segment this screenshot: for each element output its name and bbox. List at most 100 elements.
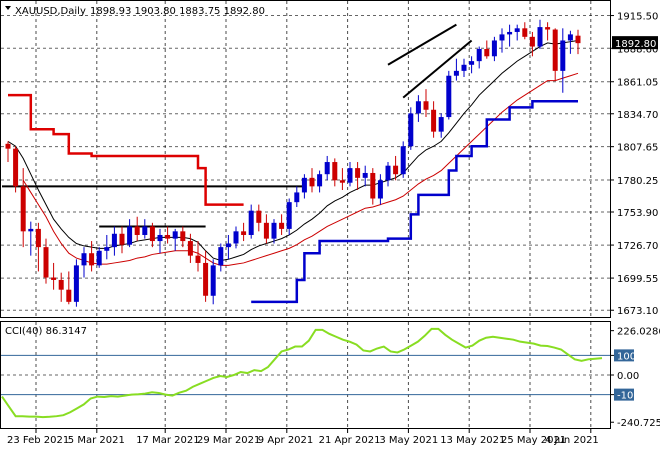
candle-body: [89, 253, 95, 266]
chart-header: XAUUSD,Daily 1898.93 1903.80 1883.75 189…: [5, 6, 265, 17]
time-tick-label: 29 Mar 2021: [197, 435, 260, 446]
candle-body: [218, 247, 224, 266]
candle-body: [400, 146, 406, 175]
candle-body: [537, 27, 543, 47]
candle-body: [385, 165, 391, 181]
candle-body: [339, 180, 345, 183]
candle-body: [545, 27, 551, 30]
candle-body: [423, 101, 429, 110]
candle-body: [96, 250, 102, 266]
time-tick-label: 5 Mar 2021: [68, 435, 125, 446]
candle-body: [415, 101, 421, 114]
cci-level-lines: [1, 354, 610, 396]
price-tick-label: 1753.90: [617, 208, 658, 219]
candle-body: [180, 231, 186, 242]
cci-level-box: [614, 349, 634, 362]
candle-body: [165, 234, 171, 239]
candle-body: [127, 226, 133, 245]
candle-body: [491, 40, 497, 57]
candle-body: [431, 109, 437, 132]
symbol-label: XAUUSD,Daily: [15, 6, 86, 17]
cci-line: [1, 327, 603, 419]
time-tick-label: 23 Feb 2021: [7, 435, 69, 446]
price-tick-label: 1915.50: [617, 12, 658, 23]
candle-body: [347, 168, 353, 183]
candle-body: [446, 75, 452, 118]
price-tick-label: 1726.70: [617, 241, 658, 252]
candle-body: [309, 177, 315, 187]
candle-body: [362, 172, 368, 178]
lower-band-line: [251, 100, 578, 304]
candle-body: [301, 177, 307, 193]
candle-body: [66, 289, 72, 302]
price-tick-label: 1834.70: [617, 110, 658, 121]
candle-body: [233, 231, 239, 244]
candle-body: [461, 64, 467, 71]
candle-body: [408, 113, 414, 147]
candle-body: [73, 265, 79, 302]
candle-body: [317, 174, 323, 187]
candle-body: [187, 241, 193, 256]
candle-body: [271, 222, 277, 239]
price-tick-label: 1807.65: [617, 143, 658, 154]
candle-body: [256, 210, 262, 223]
candle-body: [294, 192, 300, 203]
candles: [5, 19, 581, 307]
candle-body: [119, 233, 125, 245]
candle-body: [149, 226, 155, 242]
indicator-lines: [7, 39, 579, 304]
candle-body: [58, 279, 64, 290]
candle-body: [332, 162, 338, 181]
price-tick-label: 1699.55: [617, 274, 658, 285]
candle-body: [5, 143, 11, 149]
time-tick-label: 3 May 2021: [379, 435, 438, 446]
price-panel: XAUUSD,Daily 1898.93 1903.80 1883.75 189…: [0, 0, 611, 318]
price-tick-label: 1780.25: [617, 176, 658, 187]
candle-body: [484, 48, 490, 57]
ma-fast-line: [7, 39, 579, 262]
candle-body: [104, 247, 110, 251]
candle-body: [142, 226, 148, 235]
candle-body: [35, 228, 41, 248]
cci-tick-label: 0.00: [617, 371, 639, 382]
ohlc-values: 1898.93 1903.80 1883.75 1892.80: [90, 6, 265, 17]
trend-channel-line: [402, 39, 473, 99]
time-tick-label: 25 May 2021: [501, 435, 566, 446]
candle-body: [111, 233, 117, 248]
upper-band-line: [8, 93, 244, 206]
current-price-value: 1892.80: [615, 39, 656, 50]
price-grid: [1, 1, 610, 317]
time-tick-label: 9 Apr 2021: [258, 435, 313, 446]
candle-body: [514, 28, 520, 32]
candle-body: [324, 162, 330, 175]
candle-body: [286, 202, 292, 229]
candle-body: [522, 28, 528, 37]
candle-body: [195, 255, 201, 263]
candle-body: [438, 117, 444, 132]
cci-panel: CCI(40) 86.3147: [0, 321, 611, 429]
cci-tick-label: 226.0286: [617, 327, 660, 338]
cci-tick-label: 100: [617, 351, 636, 362]
cci-tick-label: -100: [617, 391, 640, 402]
candle-body: [225, 243, 231, 248]
candle-body: [203, 262, 209, 296]
cci-level-box: [614, 388, 634, 401]
candle-body: [507, 31, 513, 35]
candle-body: [453, 70, 459, 76]
candle-body: [552, 29, 558, 71]
candle-body: [134, 226, 140, 235]
candle-body: [377, 180, 383, 199]
current-price-box: [612, 36, 658, 50]
candle-body: [476, 48, 482, 62]
price-tick-label: 1861.05: [617, 78, 658, 89]
time-tick-label: 17 Mar 2021: [136, 435, 199, 446]
ma-slow-line: [22, 72, 579, 266]
candle-body: [279, 222, 285, 229]
chevron-down-icon[interactable]: [5, 6, 11, 10]
candle-body: [43, 247, 49, 278]
cci-title: CCI(40) 86.3147: [5, 326, 87, 337]
current-price-label: 1892.80: [612, 36, 658, 50]
